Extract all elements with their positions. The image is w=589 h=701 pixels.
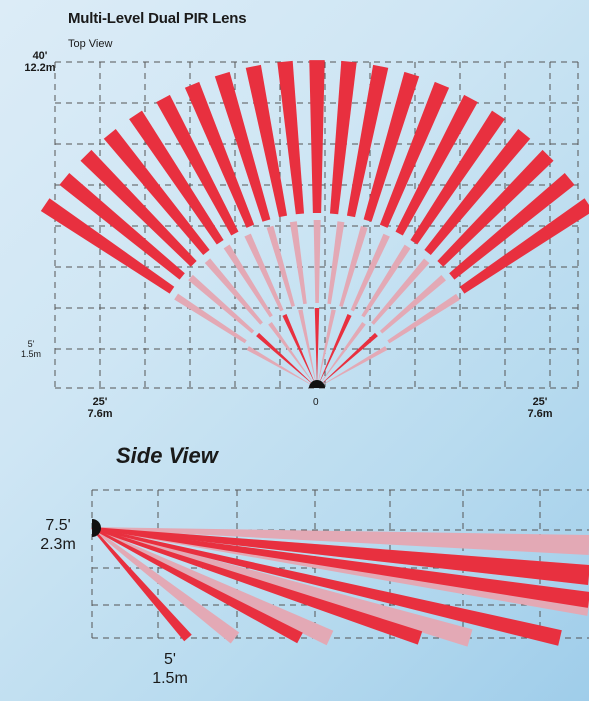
origin-label: 0: [313, 397, 319, 408]
right-width-meters: 7.6m: [527, 408, 553, 420]
mid-range-beam: [244, 233, 284, 312]
side-beam: [91, 527, 589, 616]
long-range-beam: [184, 81, 255, 228]
side-view-title: Side View: [116, 443, 218, 468]
short-range-beam: [246, 346, 311, 385]
long-range-beam: [459, 198, 589, 294]
height-label: 7.5' 2.3m: [28, 516, 88, 554]
side-distance-label: 5' 1.5m: [140, 650, 200, 688]
side-beam: [91, 527, 423, 645]
short-range-beam: [256, 332, 312, 383]
mid-range-beam: [266, 225, 295, 307]
short-range-beam: [314, 308, 320, 381]
side-view-sensor: [92, 519, 101, 537]
mid-range-beam: [339, 225, 368, 307]
side-distance-meters: 1.5m: [152, 670, 188, 687]
near-label-meters: 1.5m: [20, 349, 41, 359]
mid-range-beam: [379, 275, 446, 334]
side-beam: [91, 527, 562, 646]
side-beam: [91, 527, 473, 647]
mid-range-beam: [313, 220, 321, 304]
left-width-label: 25' 7.6m: [82, 396, 118, 420]
mid-range-beam: [289, 221, 307, 305]
long-range-beam: [329, 60, 357, 215]
short-range-beam: [318, 309, 336, 381]
long-range-beam: [214, 71, 271, 222]
right-width-feet: 25': [532, 396, 548, 408]
short-range-beam: [298, 309, 316, 381]
mid-range-beam: [350, 233, 390, 312]
long-range-beam: [277, 60, 305, 215]
range-label-meters: 12.2m: [24, 62, 56, 74]
mid-range-beam: [223, 244, 273, 318]
range-label: 40' 12.2m: [20, 50, 60, 74]
left-width-feet: 25': [92, 396, 108, 408]
long-range-beam: [103, 129, 210, 256]
side-beam: [91, 527, 334, 646]
long-range-beam: [437, 149, 554, 267]
long-range-beam: [424, 129, 531, 256]
left-width-meters: 7.6m: [87, 408, 113, 420]
long-range-beam: [309, 60, 325, 214]
side-beam: [91, 527, 589, 585]
top-view-beams: [40, 60, 589, 388]
mid-range-beam: [371, 258, 430, 325]
near-label: 5' 1.5m: [18, 339, 44, 359]
short-range-beam: [321, 321, 366, 382]
side-distance-feet: 5': [164, 651, 176, 668]
long-range-beam: [80, 149, 197, 267]
mid-range-beam: [387, 293, 460, 344]
side-beam: [91, 527, 303, 644]
mid-range-beam: [327, 221, 345, 305]
mid-range-beam: [361, 244, 411, 318]
mid-range-beam: [188, 274, 255, 334]
height-label-meters: 2.3m: [40, 536, 76, 553]
side-view-beams: [91, 519, 589, 647]
diagram-title: Multi-Level Dual PIR Lens: [68, 10, 247, 27]
short-range-beam: [282, 314, 314, 381]
height-label-feet: 7.5': [45, 517, 71, 534]
long-range-beam: [379, 81, 450, 228]
long-range-beam: [449, 173, 575, 280]
top-view-subtitle: Top View: [68, 38, 113, 50]
short-range-beam: [320, 314, 352, 381]
long-range-beam: [410, 110, 505, 245]
top-view-sensor: [309, 380, 325, 388]
long-range-beam: [156, 94, 239, 236]
long-range-beam: [129, 110, 224, 245]
long-range-beam: [346, 64, 389, 218]
side-beam: [91, 527, 240, 644]
short-range-beam: [323, 346, 388, 385]
side-beam: [91, 527, 589, 555]
side-beam: [91, 527, 192, 642]
near-label-feet: 5': [27, 339, 35, 349]
range-label-feet: 40': [32, 50, 48, 62]
long-range-beam: [395, 94, 478, 236]
mid-range-beam: [174, 293, 247, 344]
short-range-beam: [268, 321, 313, 382]
side-beam: [91, 527, 589, 608]
short-range-beam: [322, 332, 378, 383]
long-range-beam: [40, 198, 175, 294]
long-range-beam: [59, 173, 185, 280]
long-range-beam: [245, 64, 288, 218]
right-width-label: 25' 7.6m: [522, 396, 558, 420]
mid-range-beam: [204, 258, 263, 325]
long-range-beam: [363, 71, 420, 222]
